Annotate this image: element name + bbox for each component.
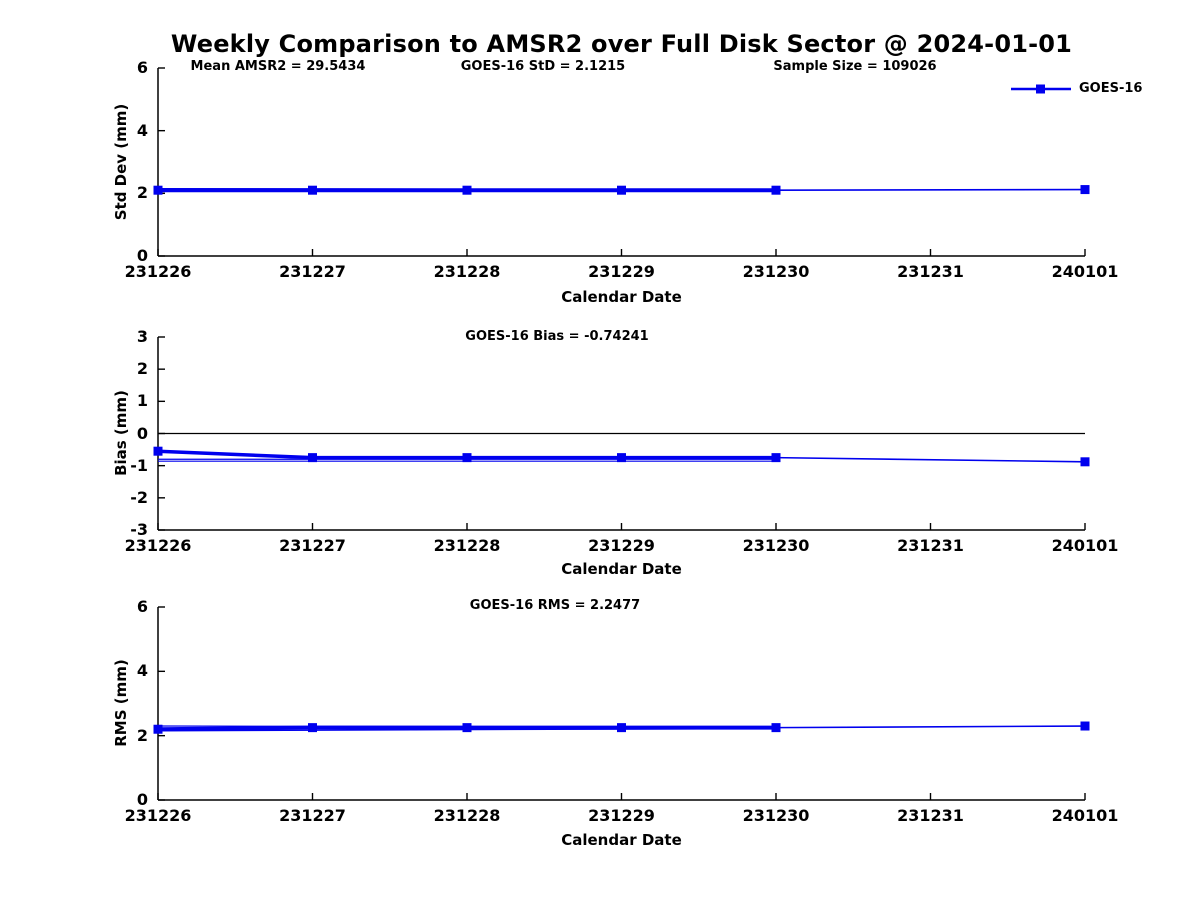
rms-data-point-marker [1080, 721, 1090, 731]
stddev-x-axis-label: Calendar Date [561, 288, 682, 306]
bias-x-axis-label: Calendar Date [561, 560, 682, 578]
bias-x-tick-label: 231231 [897, 536, 964, 555]
rms-x-tick-label: 231231 [897, 806, 964, 825]
rms-panel-title: GOES-16 RMS = 2.2477 [469, 598, 641, 613]
rms-series-line [775, 725, 1086, 729]
rms-x-axis-label: Calendar Date [561, 831, 682, 849]
bias-y-tick-label: 3 [136, 327, 148, 346]
bias-y-tick-label: 2 [136, 359, 148, 379]
figure-title: Weekly Comparison to AMSR2 over Full Dis… [170, 30, 1073, 58]
bias-series-line [775, 456, 1086, 463]
rms-x-tick-label: 231226 [124, 806, 192, 825]
std-dev-series-line [775, 188, 1086, 191]
bias-data-point-marker [308, 453, 317, 463]
annotation-sample-size: Sample Size = 109026 [773, 59, 937, 74]
rms-x-tick-label: 231230 [742, 806, 810, 825]
std-dev-data-point-marker [308, 185, 317, 195]
annotation-mean-amsr2: Mean AMSR2 = 29.5434 [190, 59, 366, 74]
rms-x-tick-label: 231228 [433, 806, 501, 825]
rms-x-tick-label: 231227 [279, 806, 346, 825]
rms-data-point-marker [308, 723, 317, 733]
bias-y-tick-label: 0 [136, 423, 148, 443]
bias-data-point-marker [462, 453, 472, 463]
bias-y-tick-label: -3 [130, 520, 148, 539]
rms-data-point-marker [153, 724, 163, 734]
bias-y-tick-label: 1 [136, 391, 148, 411]
bias-x-tick-label: 231226 [124, 536, 192, 555]
std-dev-y-tick-label: 6 [136, 58, 148, 77]
bias-data-point-marker [153, 446, 163, 456]
std-dev-y-tick-label: 2 [136, 183, 148, 203]
rms-y-tick-label: 6 [136, 597, 148, 616]
std-dev-x-tick-label: 231226 [124, 262, 192, 281]
bias-y-tick-label: -1 [130, 455, 148, 475]
std-dev-data-point-marker [462, 185, 472, 195]
std-dev-x-tick-label: 231228 [433, 262, 501, 281]
legend-line-marker-icon [1011, 84, 1071, 93]
rms-y-tick-label: 2 [136, 725, 148, 745]
std-dev-x-tick-label: 231229 [588, 262, 655, 281]
legend: GOES-16 [1010, 81, 1142, 96]
bias-x-tick-label: 231229 [588, 536, 655, 555]
rms-x-tick-label: 240101 [1051, 806, 1119, 825]
annotation-goes16-std: GOES-16 StD = 2.1215 [460, 59, 626, 74]
bias-x-tick-label: 231227 [279, 536, 346, 555]
legend-label: GOES-16 [1079, 81, 1143, 96]
bias-x-tick-label: 231230 [742, 536, 810, 555]
rms-x-tick-label: 231229 [588, 806, 655, 825]
std-dev-data-point-marker [617, 185, 626, 195]
bias-panel-title: GOES-16 Bias = -0.74241 [465, 329, 649, 344]
std-dev-x-tick-label: 231231 [897, 262, 964, 281]
std-dev-y-tick-label: 4 [136, 120, 148, 140]
rms-data-point-marker [462, 723, 472, 733]
rms-data-point-marker [617, 723, 626, 733]
std-dev-x-tick-label: 231230 [742, 262, 810, 281]
rms-y-tick-label: 4 [136, 661, 148, 681]
bias-x-tick-label: 240101 [1051, 536, 1119, 555]
bias-x-tick-label: 231228 [433, 536, 501, 555]
std-dev-x-tick-label: 231227 [279, 262, 346, 281]
bias-data-point-marker [617, 453, 626, 463]
std-dev-y-tick-label: 0 [136, 246, 148, 265]
std-dev-data-point-marker [1080, 185, 1090, 195]
std-dev-x-tick-label: 240101 [1051, 262, 1119, 281]
rms-y-tick-label: 0 [136, 790, 148, 809]
std-dev-data-point-marker [153, 185, 163, 195]
bias-data-point-marker [1080, 457, 1090, 467]
bias-y-tick-label: -2 [130, 487, 148, 507]
